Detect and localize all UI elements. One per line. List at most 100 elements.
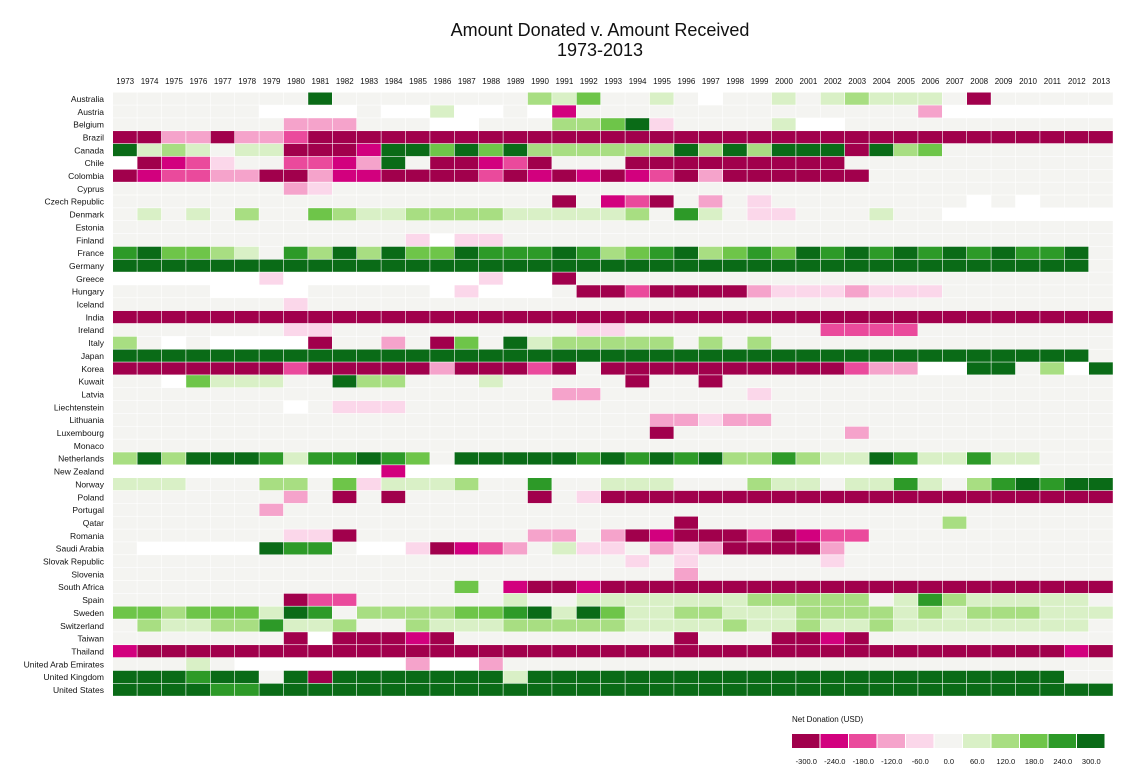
heatmap-cell (967, 478, 991, 491)
heatmap-cell (137, 362, 162, 375)
heatmap-cell (674, 452, 698, 465)
heatmap-cell (845, 555, 869, 568)
heatmap-cell (893, 298, 918, 311)
heatmap-cell (381, 580, 406, 594)
heatmap-cell (649, 426, 674, 439)
heatmap-cell (479, 426, 503, 439)
heatmap-cell (479, 465, 503, 478)
heatmap-cell (283, 169, 308, 182)
heatmap-cell (820, 426, 845, 439)
heatmap-cell (259, 195, 284, 208)
heatmap-cell (918, 105, 942, 118)
heatmap-cell (576, 336, 601, 349)
heatmap-cell (430, 233, 454, 247)
heatmap-cell (625, 362, 650, 375)
heatmap-cell (552, 323, 576, 337)
heatmap-cell (1089, 233, 1113, 247)
heatmap-cell (1089, 619, 1113, 632)
heatmap-cell (967, 400, 991, 414)
heatmap-cell (649, 503, 674, 516)
heatmap-cell (625, 221, 650, 234)
heatmap-cell (357, 233, 381, 247)
heatmap-cell (674, 169, 698, 182)
year-label: 2011 (1044, 77, 1062, 86)
heatmap-cell (1064, 156, 1089, 169)
heatmap-cell (210, 490, 235, 504)
heatmap-cell (1064, 221, 1089, 234)
heatmap-cell (576, 452, 601, 465)
heatmap-cell (259, 632, 284, 645)
heatmap-cell (698, 208, 723, 221)
heatmap-cell (283, 208, 308, 221)
heatmap-cell (820, 388, 845, 401)
heatmap-cell (771, 555, 796, 568)
heatmap-cell (235, 632, 259, 645)
heatmap-cell (259, 362, 284, 375)
heatmap-cell (1015, 221, 1040, 234)
heatmap-cell (479, 336, 503, 349)
heatmap-cell (576, 246, 601, 259)
heatmap-cell (649, 645, 674, 658)
heatmap-cell (820, 645, 845, 658)
heatmap-cell (210, 593, 235, 606)
heatmap-cell (796, 542, 820, 555)
heatmap-cell (405, 555, 430, 568)
heatmap-cell (552, 143, 576, 157)
heatmap-cell (771, 233, 796, 247)
heatmap-cell (820, 349, 845, 362)
heatmap-cell (430, 92, 454, 105)
legend-tick-label: 240.0 (1053, 757, 1072, 766)
heatmap-cell (942, 645, 967, 658)
heatmap-cell (893, 683, 918, 696)
heatmap-cell (1089, 310, 1113, 324)
heatmap-cell (942, 285, 967, 298)
year-label: 1985 (409, 77, 427, 86)
heatmap-cell (625, 516, 650, 529)
heatmap-cell (698, 118, 723, 131)
heatmap-cell (113, 670, 137, 683)
heatmap-cell (942, 567, 967, 581)
heatmap-cell (186, 246, 210, 259)
heatmap-cell (845, 426, 869, 439)
heatmap-cell (576, 310, 601, 324)
heatmap-cell (820, 567, 845, 581)
heatmap-cell (235, 310, 259, 324)
heatmap-cell (210, 400, 235, 414)
heatmap-cell (1089, 580, 1113, 594)
heatmap-cell (381, 156, 406, 169)
legend-tick-labels: -300.0 -240.0 -180.0 -120.0 -60.0 0.0 60.0 120.… (796, 757, 1101, 766)
heatmap-cell (869, 490, 894, 504)
heatmap-cell (454, 645, 479, 658)
heatmap-cell (137, 567, 162, 581)
heatmap-cell (1040, 323, 1064, 337)
heatmap-cell (820, 92, 845, 105)
heatmap-cell (1089, 92, 1113, 105)
heatmap-cell (796, 336, 820, 349)
heatmap-cell (454, 388, 479, 401)
x-axis-year-labels: 1973 1974 1975 1976 1977 1978 1979 1980 1981 1982… (116, 77, 1110, 86)
heatmap-cell (1064, 182, 1089, 195)
heatmap-cell (332, 298, 357, 311)
heatmap-cell (210, 516, 235, 529)
heatmap-cell (479, 439, 503, 452)
heatmap-cell (186, 465, 210, 478)
heatmap-cell (405, 388, 430, 401)
heatmap-cell (991, 542, 1016, 555)
heatmap-cell (137, 619, 162, 632)
heatmap-cell (137, 516, 162, 529)
country-label: Cyprus (77, 184, 104, 194)
heatmap-cell (576, 465, 601, 478)
heatmap-cell (1089, 606, 1113, 619)
heatmap-cell (1040, 452, 1064, 465)
heatmap-cell (1089, 645, 1113, 658)
heatmap-cell (601, 208, 625, 221)
heatmap-cell (503, 478, 528, 491)
heatmap-cell (796, 195, 820, 208)
heatmap-cell (552, 195, 576, 208)
heatmap-cell (576, 529, 601, 542)
heatmap-cell (1040, 272, 1064, 285)
heatmap-cell (674, 567, 698, 581)
legend-tick-label: -60.0 (912, 757, 929, 766)
heatmap-cell (698, 567, 723, 581)
heatmap-cell (723, 439, 747, 452)
